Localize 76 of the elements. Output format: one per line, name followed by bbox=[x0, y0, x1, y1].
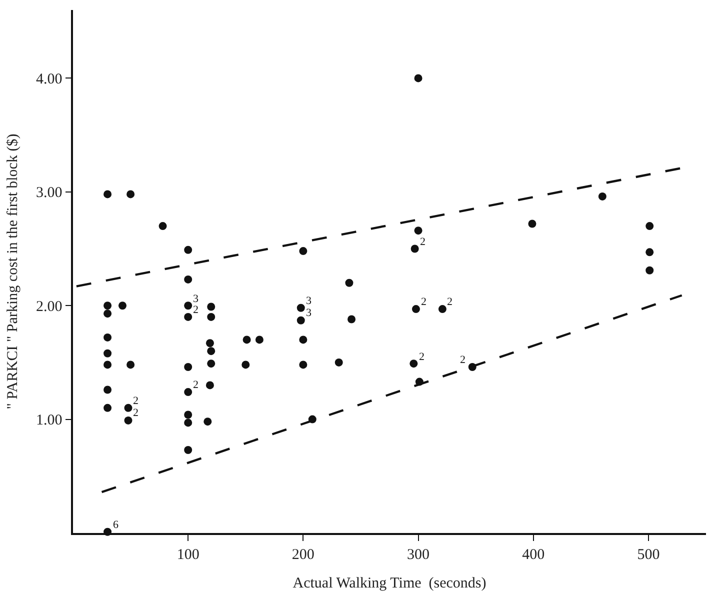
x-tick-label: 400 bbox=[522, 546, 545, 563]
annotation: 2 bbox=[421, 296, 426, 308]
annotation: 2 bbox=[420, 236, 426, 248]
point bbox=[299, 360, 308, 369]
x-tick-label: 200 bbox=[292, 546, 314, 563]
annotation: 2 bbox=[419, 351, 424, 363]
point bbox=[184, 446, 192, 454]
x-tick-label: 300 bbox=[407, 546, 430, 563]
point bbox=[646, 266, 654, 274]
point bbox=[184, 388, 192, 396]
point bbox=[126, 360, 135, 369]
point bbox=[348, 315, 356, 324]
point bbox=[207, 302, 216, 311]
point bbox=[104, 302, 112, 310]
point bbox=[242, 360, 250, 369]
point bbox=[255, 336, 264, 344]
point bbox=[296, 316, 305, 324]
point bbox=[646, 248, 654, 256]
point bbox=[412, 305, 420, 314]
point bbox=[126, 190, 135, 198]
point bbox=[207, 347, 216, 356]
point bbox=[104, 386, 112, 394]
point bbox=[299, 336, 308, 344]
point bbox=[158, 222, 167, 230]
point bbox=[184, 275, 192, 284]
point bbox=[598, 192, 606, 200]
point bbox=[296, 304, 305, 312]
point bbox=[184, 312, 192, 321]
point bbox=[414, 74, 422, 82]
point bbox=[646, 222, 654, 230]
point bbox=[104, 404, 112, 412]
point bbox=[124, 416, 132, 424]
y-tick-label: 4.00 bbox=[36, 71, 62, 88]
point bbox=[528, 220, 536, 228]
point bbox=[345, 278, 354, 287]
annotation: 3 bbox=[306, 307, 312, 319]
annotation: 2 bbox=[133, 395, 138, 407]
point bbox=[207, 360, 216, 368]
point bbox=[184, 418, 192, 427]
annotation: 2 bbox=[133, 407, 138, 419]
point bbox=[438, 305, 446, 314]
point bbox=[414, 226, 422, 235]
point bbox=[184, 302, 192, 310]
point bbox=[334, 358, 343, 366]
annotation: 2 bbox=[447, 296, 452, 308]
annotation: 6 bbox=[113, 519, 119, 531]
point bbox=[242, 336, 251, 344]
point bbox=[410, 244, 419, 253]
annotation: 3 bbox=[193, 293, 199, 305]
y-tick-label: 2.00 bbox=[36, 298, 62, 315]
x-axis-title: Actual Walking Time (seconds) bbox=[292, 575, 486, 592]
point bbox=[204, 418, 212, 426]
point bbox=[124, 404, 132, 412]
point bbox=[184, 410, 192, 419]
y-tick-label: 1.00 bbox=[36, 412, 62, 429]
point bbox=[206, 339, 214, 348]
y-tick-label: 3.00 bbox=[36, 185, 62, 202]
point bbox=[104, 360, 112, 369]
point bbox=[184, 246, 192, 254]
x-tick-label: 100 bbox=[176, 546, 200, 563]
annotation: 2 bbox=[193, 304, 198, 316]
point bbox=[299, 247, 308, 256]
point bbox=[184, 363, 192, 371]
annotation: 3 bbox=[306, 295, 312, 307]
point bbox=[207, 312, 216, 321]
annotation: 2 bbox=[460, 354, 466, 366]
point bbox=[206, 381, 214, 390]
point bbox=[104, 190, 112, 198]
point bbox=[410, 360, 418, 368]
y-axis-title: " PARKCI " Parking cost in the first block ($) bbox=[4, 134, 21, 410]
x-tick-label: 500 bbox=[637, 546, 660, 563]
point bbox=[104, 333, 112, 342]
annotation: 2 bbox=[193, 379, 198, 391]
point bbox=[104, 310, 112, 318]
point bbox=[118, 302, 126, 310]
point bbox=[104, 349, 112, 358]
